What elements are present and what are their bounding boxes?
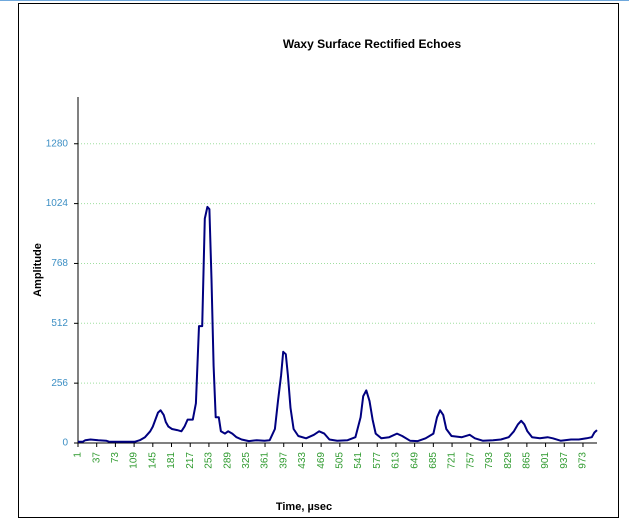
x-tick-label: 541 (353, 452, 364, 469)
x-tick-label: 757 (465, 452, 476, 469)
x-tick-label: 649 (409, 452, 420, 469)
x-tick-label: 289 (222, 452, 233, 469)
x-tick-label: 1 (73, 452, 84, 458)
x-tick-label: 577 (372, 452, 383, 469)
x-tick-label: 937 (559, 452, 570, 469)
x-tick-label: 73 (110, 452, 121, 464)
x-tick-label: 685 (428, 452, 439, 469)
x-axis-label: Time, µsec (276, 501, 332, 513)
x-tick-label: 433 (297, 452, 308, 469)
x-tick-label: 469 (316, 452, 327, 469)
x-tick-label: 973 (578, 452, 589, 469)
y-tick-label: 256 (51, 378, 68, 389)
x-tick-label: 181 (166, 452, 177, 469)
x-tick-label: 361 (260, 452, 271, 469)
x-tick-label: 253 (204, 452, 215, 469)
y-tick-label: 1024 (46, 198, 69, 209)
x-tick-label: 793 (484, 452, 495, 469)
x-tick-label: 829 (503, 452, 514, 469)
y-tick-label: 0 (62, 438, 68, 449)
x-tick-label: 325 (241, 452, 252, 469)
x-tick-label: 613 (391, 452, 402, 469)
x-tick-label: 505 (334, 452, 345, 469)
y-tick-label: 512 (51, 318, 68, 329)
x-tick-label: 901 (540, 452, 551, 469)
x-tick-label: 37 (91, 452, 102, 464)
x-tick-label: 721 (447, 452, 458, 469)
chart-frame (18, 3, 619, 518)
y-tick-label: 1280 (46, 138, 69, 149)
chart-title: Waxy Surface Rectified Echoes (283, 37, 462, 51)
x-tick-label: 217 (185, 452, 196, 469)
x-tick-label: 145 (147, 452, 158, 469)
x-tick-label: 865 (522, 452, 533, 469)
x-tick-label: 109 (129, 452, 140, 469)
data-line (78, 205, 598, 443)
x-tick-label: 397 (278, 452, 289, 469)
y-axis-label: Amplitude (32, 243, 44, 297)
y-tick-label: 768 (51, 258, 68, 269)
